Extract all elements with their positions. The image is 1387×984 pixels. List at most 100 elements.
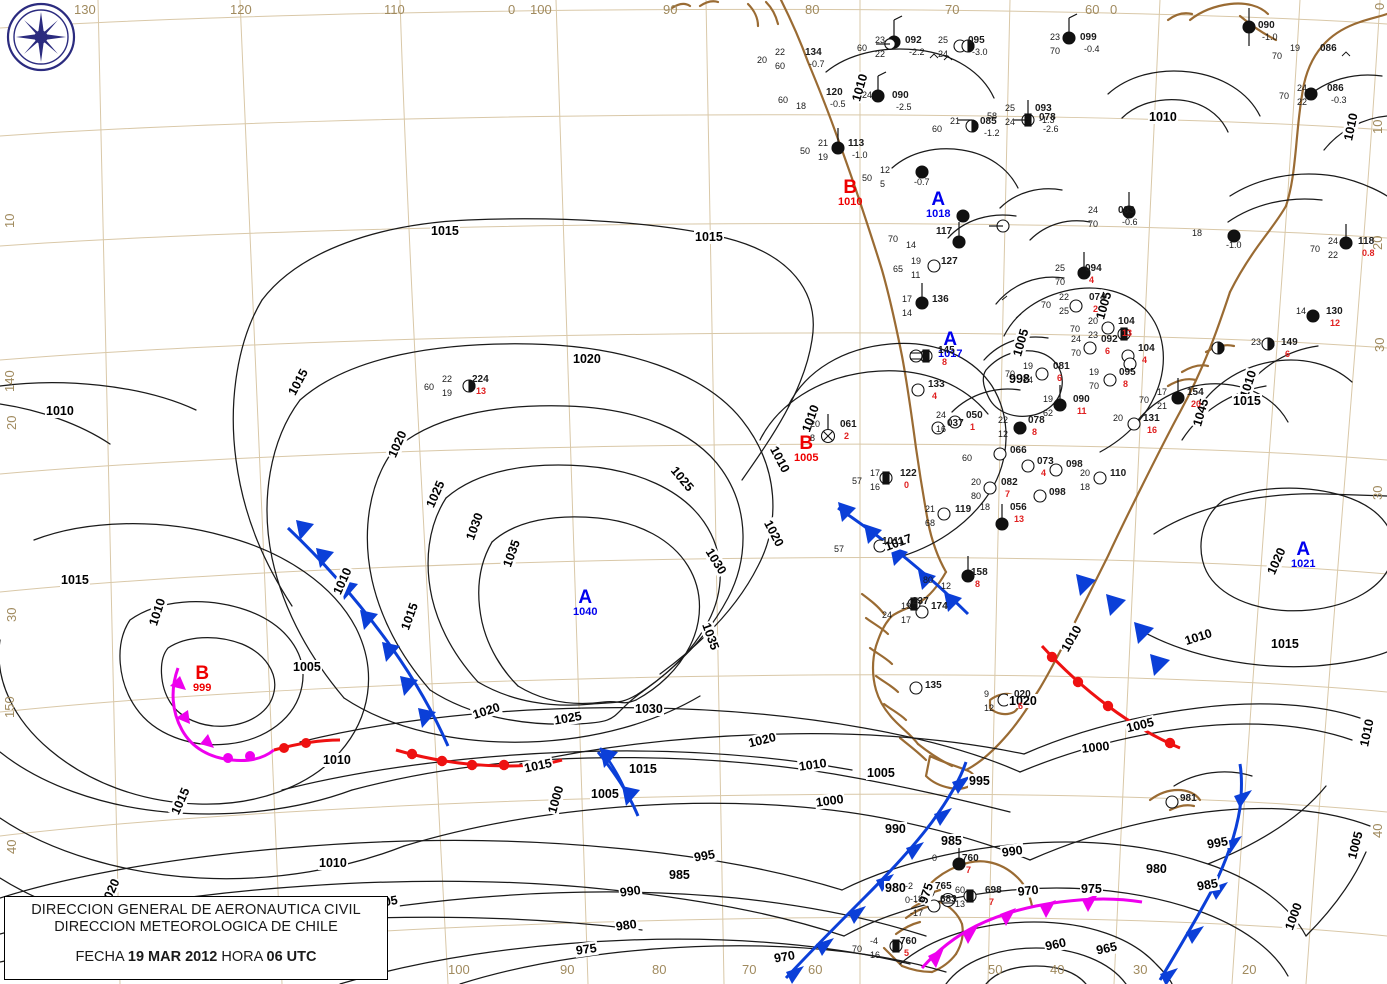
station-temperature: 12 bbox=[880, 165, 891, 175]
station-dewpoint: 5 bbox=[880, 179, 886, 189]
station-pressure: 073 bbox=[1037, 456, 1054, 467]
grid-label-left-10: 10 bbox=[2, 213, 17, 228]
station-pressure-tendency: 8 bbox=[975, 579, 981, 589]
isobar-label-1030: 1030 bbox=[634, 702, 664, 716]
station-pressure: 174 bbox=[931, 601, 948, 612]
isobar-label-990: 990 bbox=[884, 822, 907, 836]
grid-label-left-40: 40 bbox=[4, 839, 19, 854]
isobar-label-1015: 1015 bbox=[628, 762, 658, 776]
grid-label-right-30b: 30 bbox=[1370, 485, 1385, 500]
station-dewpoint: 60 bbox=[775, 61, 786, 71]
station-pressure-tendency: 6 bbox=[1285, 349, 1291, 359]
station-pressure: 1011 bbox=[882, 536, 904, 547]
station-dewpoint: 16 bbox=[870, 482, 881, 492]
station-temperature: 20 bbox=[1088, 316, 1099, 326]
station-dewpoint: 18 bbox=[1080, 482, 1091, 492]
station-pressure-tendency: -0.7 bbox=[809, 59, 825, 69]
high-symbol: A bbox=[931, 189, 946, 210]
station-pressure: 090 bbox=[1258, 20, 1275, 31]
station-dewpoint: 11 bbox=[911, 270, 921, 280]
station-pressure: 110 bbox=[1110, 468, 1127, 479]
station-temperature: 20 bbox=[810, 419, 821, 429]
station-visibility: 60 bbox=[857, 43, 868, 53]
isobar-label-1015: 1015 bbox=[1232, 394, 1262, 408]
station-pressure-tendency: 13 bbox=[476, 386, 487, 396]
grid-label-bottom-70: 70 bbox=[742, 962, 757, 977]
fecha-prefix: FECHA bbox=[75, 949, 128, 965]
station-temperature: 19 bbox=[911, 256, 922, 266]
isobar-label-998: 998 bbox=[1008, 372, 1031, 386]
isobars bbox=[0, 48, 1387, 984]
station-temperature: 22 bbox=[775, 47, 786, 57]
station-visibility: 70 bbox=[1005, 369, 1016, 379]
station-dewpoint: 18 bbox=[796, 101, 807, 111]
station-pressure-tendency: -1.3 bbox=[1039, 115, 1055, 125]
high-symbol: A bbox=[1296, 539, 1311, 560]
station-pressure-tendency: 8 bbox=[1123, 379, 1129, 389]
station-dewpoint: 80 bbox=[971, 491, 982, 501]
high-value: 1040 bbox=[573, 606, 598, 618]
trough-southeast-pacific bbox=[1076, 574, 1170, 676]
station-pressure-tendency: -2.6 bbox=[1043, 124, 1059, 134]
station-pressure: 092 bbox=[1101, 334, 1118, 345]
occluded-front-low-999 bbox=[170, 667, 341, 763]
station-temperature: -4 bbox=[870, 936, 879, 946]
station-pressure-tendency: 0.8 bbox=[1362, 248, 1375, 258]
grid-label-left-140: 140 bbox=[2, 370, 17, 392]
station-pressure-tendency: 6 bbox=[1018, 701, 1024, 711]
grid-label-right-40: 40 bbox=[1370, 823, 1385, 838]
grid-label-left-30: 30 bbox=[4, 607, 19, 622]
station-temperature: 17 bbox=[1157, 387, 1168, 397]
isobar-label-1005: 1005 bbox=[292, 660, 322, 674]
grid-label-bottom-90: 90 bbox=[560, 962, 575, 977]
cold-front-west-pacific bbox=[286, 520, 450, 747]
station-dewpoint: 12 bbox=[941, 581, 952, 591]
low-symbol: B bbox=[799, 433, 814, 454]
station-temperature: -18 bbox=[910, 894, 924, 904]
high-value: 1021 bbox=[1291, 558, 1316, 570]
station-visibility: 70 bbox=[1070, 324, 1081, 334]
station-dewpoint: 25 bbox=[1059, 306, 1070, 316]
station-pressure: 095 bbox=[1119, 367, 1136, 378]
station-temperature: 20 bbox=[1080, 468, 1091, 478]
station-pressure: 061 bbox=[840, 419, 857, 430]
station-pressure: 698 bbox=[985, 885, 1002, 896]
grid-label-bottom-20: 20 bbox=[1242, 962, 1257, 977]
station-visibility: 50 bbox=[800, 146, 811, 156]
isobar-label-980: 980 bbox=[884, 881, 907, 895]
station-symbols bbox=[462, 8, 1353, 953]
station-pressure: 086 bbox=[1327, 83, 1344, 94]
grid-label-right-0: 0 bbox=[1372, 2, 1387, 10]
station-pressure-tendency: -1.0 bbox=[1226, 240, 1242, 250]
pressure-center-low-1005: B 1005 bbox=[794, 434, 818, 464]
station-pressure: 118 bbox=[1358, 236, 1375, 247]
station-dewpoint: 68 bbox=[925, 518, 936, 528]
station-pressure-tendency: -2.5 bbox=[896, 102, 912, 112]
station-pressure: 237 bbox=[912, 596, 929, 607]
station-visibility: 80 bbox=[923, 575, 934, 585]
station-pressure-tendency: -1.0 bbox=[852, 150, 868, 160]
station-dewpoint: 16 bbox=[870, 950, 881, 960]
station-pressure: 086 bbox=[1320, 43, 1337, 54]
fecha-value: 19 MAR 2012 bbox=[127, 949, 218, 965]
grid-label-right-30a: 30 bbox=[1372, 337, 1387, 352]
low-value: 1010 bbox=[838, 196, 863, 208]
station-pressure-tendency: 13 bbox=[1014, 514, 1025, 524]
station-dewpoint: 24 bbox=[1023, 375, 1034, 385]
station-dewpoint: 23 bbox=[1088, 330, 1099, 340]
grid-label-top-100: 100 bbox=[530, 2, 552, 17]
station-temperature: 19 bbox=[1043, 394, 1054, 404]
station-pressure: 127 bbox=[941, 256, 958, 267]
station-pressure: 131 bbox=[1143, 413, 1160, 424]
hora-prefix: HORA bbox=[217, 949, 267, 965]
station-pressure-tendency: 20 bbox=[1191, 399, 1202, 409]
grid-label-bottom-50: 50 bbox=[988, 962, 1003, 977]
station-temperature: 24 bbox=[936, 410, 947, 420]
station-dewpoint: -17 bbox=[910, 908, 924, 918]
grid-label-left-20: 20 bbox=[4, 415, 19, 430]
isobar-label-975: 975 bbox=[1080, 882, 1103, 896]
station-pressure-tendency: 5 bbox=[904, 948, 910, 958]
station-visibility: 70 bbox=[1272, 51, 1283, 61]
direccion-meteorologica-logo bbox=[6, 2, 76, 72]
station-visibility: 70 bbox=[1139, 395, 1150, 405]
